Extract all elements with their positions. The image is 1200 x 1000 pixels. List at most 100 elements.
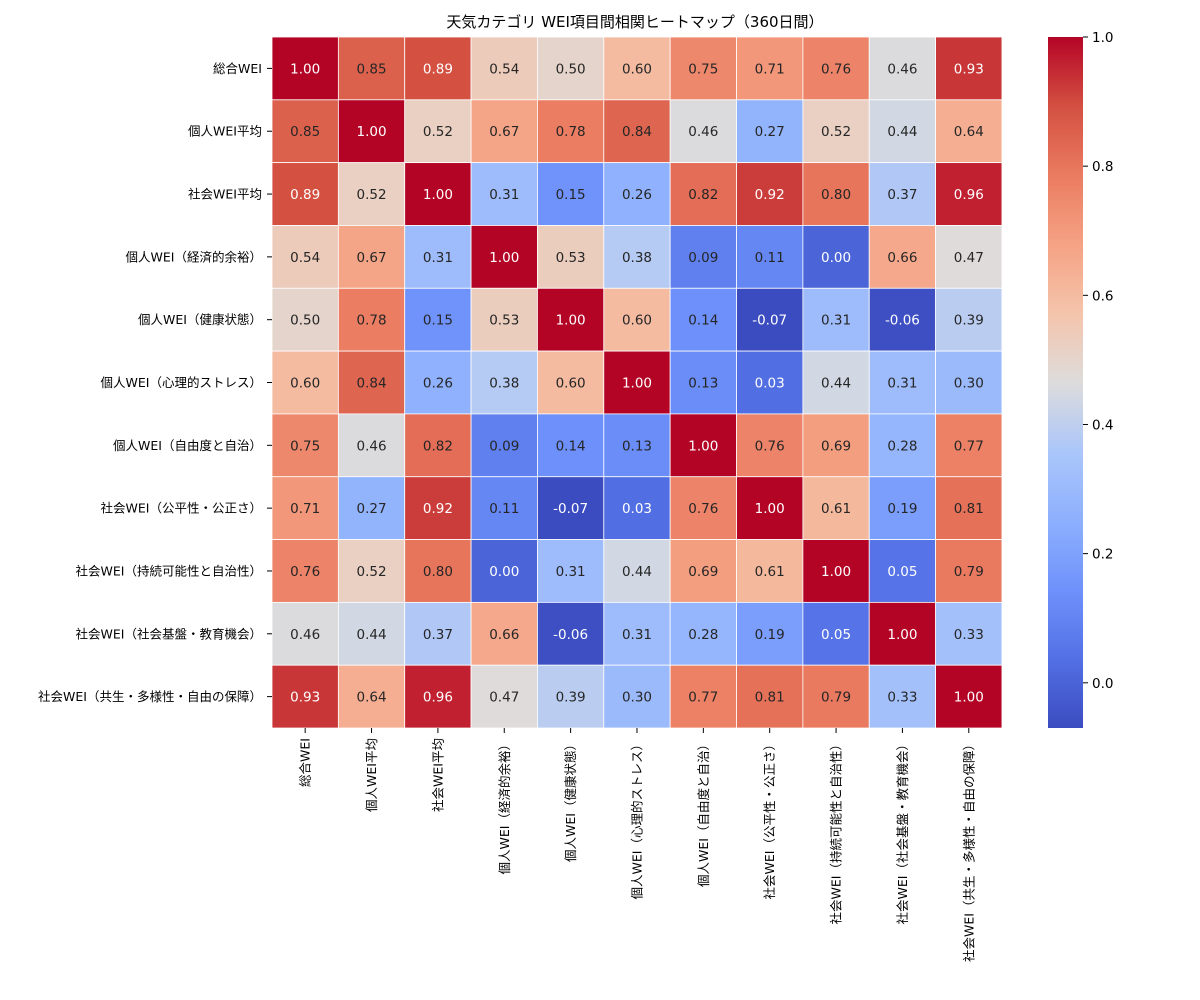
chart-title: 天気カテゴリ WEI項目間相関ヒートマップ（360日間） xyxy=(446,13,823,31)
heatmap-cell-r7-c3 xyxy=(470,476,538,540)
cell-value-label-r0-c4: 0.50 xyxy=(556,61,586,77)
cell-value-label-r4-c0: 0.50 xyxy=(290,313,320,329)
y-tick-label-8: 社会WEI（持続可能性と自治性） xyxy=(76,563,262,578)
cell-value-label-r8-c1: 0.52 xyxy=(357,564,387,580)
heatmap-cell-r0-c4 xyxy=(537,36,605,101)
cell-value-label-r2-c0: 0.89 xyxy=(290,187,320,203)
heatmap-cell-r4-c8 xyxy=(802,287,870,352)
heatmap-cell-r1-c9 xyxy=(868,99,936,164)
cell-value-label-r0-c3: 0.54 xyxy=(489,61,519,77)
heatmap-cell-r8-c7 xyxy=(736,539,804,603)
cell-value-label-r9-c10: 0.33 xyxy=(954,627,984,643)
cell-value-label-r7-c10: 0.81 xyxy=(954,501,984,517)
cell-value-label-r1-c2: 0.52 xyxy=(423,124,453,140)
x-tick-label-3: 個人WEI（経済的余裕） xyxy=(497,738,512,874)
heatmap-cell-r3-c4 xyxy=(537,225,605,289)
cell-value-label-r2-c6: 0.82 xyxy=(688,187,718,203)
x-tick-label-1: 個人WEI平均 xyxy=(364,738,379,812)
cell-value-label-r6-c3: 0.09 xyxy=(489,438,519,454)
cell-value-label-r8-c7: 0.61 xyxy=(755,564,785,580)
heatmap-cell-r1-c8 xyxy=(802,99,870,164)
y-tick-label-5: 個人WEI（心理的ストレス） xyxy=(101,375,262,390)
heatmap-cell-r4-c9 xyxy=(868,287,936,352)
colorbar-gradient xyxy=(1048,37,1083,728)
heatmap-cell-r5-c5 xyxy=(603,350,671,415)
heatmap-cell-r2-c5 xyxy=(603,162,671,226)
heatmap-cell-r1-c4 xyxy=(537,99,605,164)
cell-value-label-r3-c4: 0.53 xyxy=(556,250,586,266)
cell-value-label-r6-c7: 0.76 xyxy=(755,438,785,454)
heatmap-cell-r0-c7 xyxy=(736,36,804,101)
cell-value-label-r9-c6: 0.28 xyxy=(688,627,718,643)
heatmap-cell-r10-c0 xyxy=(271,664,339,729)
heatmap-cell-r6-c3 xyxy=(470,413,538,478)
cell-value-label-r3-c5: 0.38 xyxy=(622,250,652,266)
cell-value-label-r5-c8: 0.44 xyxy=(821,376,851,392)
cell-value-label-r6-c1: 0.46 xyxy=(357,438,387,454)
heatmap-cells: 1.00 0.85 0.89 0.54 0.50 0.60 0.75 0.71 0.76 0.46… xyxy=(271,36,1003,729)
heatmap-cell-r6-c9 xyxy=(868,413,936,478)
y-tick-label-0: 総合WEI xyxy=(213,61,262,76)
heatmap-cell-r8-c5 xyxy=(603,539,671,603)
y-tick-label-7: 社会WEI（公平性・公正さ） xyxy=(101,501,262,516)
cell-value-label-r1-c10: 0.64 xyxy=(954,124,984,140)
cell-value-label-r1-c9: 0.44 xyxy=(887,124,917,140)
cell-value-label-r1-c3: 0.67 xyxy=(489,124,519,140)
heatmap-cell-r1-c1 xyxy=(337,99,406,164)
heatmap-cell-r3-c8 xyxy=(802,225,870,289)
cell-value-label-r3-c2: 0.31 xyxy=(423,250,453,266)
cell-value-label-r3-c3: 1.00 xyxy=(489,250,519,266)
x-tick-label-6: 個人WEI（自由度と自治） xyxy=(696,738,711,887)
heatmap-cell-r2-c6 xyxy=(669,162,737,226)
heatmap-cell-r6-c5 xyxy=(603,413,671,478)
cell-value-label-r9-c7: 0.19 xyxy=(755,627,785,643)
cell-value-label-r7-c4: -0.07 xyxy=(553,501,588,517)
cell-value-label-r0-c8: 0.76 xyxy=(821,61,851,77)
cell-value-label-r2-c2: 1.00 xyxy=(423,187,453,203)
heatmap-cell-r9-c2 xyxy=(404,601,472,666)
heatmap-cell-r7-c6 xyxy=(669,476,737,540)
y-tick-label-6: 個人WEI（自由度と自治） xyxy=(113,438,262,453)
x-tick-label-4: 個人WEI（健康状態） xyxy=(563,738,578,862)
cell-value-label-r5-c7: 0.03 xyxy=(755,376,785,392)
heatmap-cell-r3-c5 xyxy=(603,225,671,289)
heatmap-cell-r3-c9 xyxy=(868,225,936,289)
cell-value-label-r1-c7: 0.27 xyxy=(755,124,785,140)
cell-value-label-r10-c7: 0.81 xyxy=(755,690,785,706)
cell-value-label-r4-c8: 0.31 xyxy=(821,313,851,329)
heatmap-cell-r0-c0 xyxy=(271,36,339,101)
cell-value-label-r10-c9: 0.33 xyxy=(887,690,917,706)
colorbar-tick-label-5: 1.0 xyxy=(1092,30,1113,46)
heatmap-cell-r6-c2 xyxy=(404,413,472,478)
heatmap-cell-r0-c5 xyxy=(603,36,671,101)
heatmap-cell-r3-c1 xyxy=(337,225,406,289)
cell-value-label-r8-c8: 1.00 xyxy=(821,564,851,580)
heatmap-cell-r9-c5 xyxy=(603,601,671,666)
cell-value-label-r2-c4: 0.15 xyxy=(556,187,586,203)
heatmap-cell-r5-c8 xyxy=(802,350,870,415)
cell-value-label-r5-c0: 0.60 xyxy=(290,376,320,392)
cell-value-label-r8-c4: 0.31 xyxy=(556,564,586,580)
heatmap-cell-r3-c10 xyxy=(935,225,1003,289)
heatmap-cell-r7-c10 xyxy=(935,476,1003,540)
y-tick-label-9: 社会WEI（社会基盤・教育機会） xyxy=(76,626,262,641)
heatmap-cell-r6-c8 xyxy=(802,413,870,478)
heatmap-cell-r6-c1 xyxy=(337,413,406,478)
heatmap-cell-r2-c0 xyxy=(271,162,339,226)
cell-value-label-r0-c1: 0.85 xyxy=(357,61,387,77)
cell-value-label-r9-c8: 0.05 xyxy=(821,627,851,643)
cell-value-label-r9-c1: 0.44 xyxy=(357,627,387,643)
heatmap-cell-r8-c2 xyxy=(404,539,472,603)
heatmap-cell-r0-c9 xyxy=(868,36,936,101)
cell-value-label-r1-c8: 0.52 xyxy=(821,124,851,140)
colorbar-tick-label-4: 0.8 xyxy=(1092,159,1113,175)
y-tick-label-3: 個人WEI（経済的余裕） xyxy=(126,249,262,264)
cell-value-label-r2-c7: 0.92 xyxy=(755,187,785,203)
cell-value-label-r3-c9: 0.66 xyxy=(887,250,917,266)
heatmap-cell-r8-c0 xyxy=(271,539,339,603)
x-tick-label-7: 社会WEI（公平性・公正さ） xyxy=(762,738,777,899)
heatmap-cell-r1-c5 xyxy=(603,99,671,164)
x-tick-label-2: 社会WEI平均 xyxy=(430,738,445,812)
cell-value-label-r2-c1: 0.52 xyxy=(357,187,387,203)
